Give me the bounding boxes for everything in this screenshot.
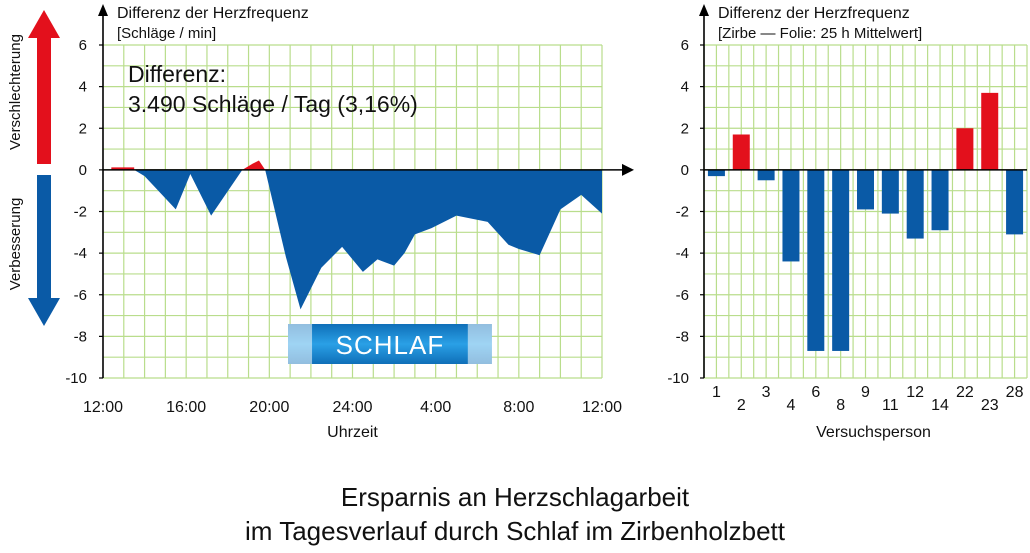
y-tick-label: 6 bbox=[79, 37, 87, 54]
worse-label: Verschlechterung bbox=[7, 34, 24, 150]
y-tick-label: -10 bbox=[667, 370, 689, 387]
x-tick-label: 16:00 bbox=[166, 399, 206, 416]
y-axis-arrow-icon bbox=[98, 4, 108, 16]
sleep-badge-fade-right bbox=[467, 324, 492, 364]
x-axis-label: Versuchsperson bbox=[816, 424, 931, 441]
bar bbox=[906, 169, 924, 239]
area-positive-sliver bbox=[111, 167, 135, 171]
y-tick-label: -6 bbox=[676, 287, 689, 304]
x-category-label: 14 bbox=[931, 397, 949, 414]
bar bbox=[732, 134, 750, 170]
sleep-badge-label: SCHLAF bbox=[336, 330, 445, 360]
y-tick-label: -8 bbox=[74, 328, 87, 345]
y-tick-label: -4 bbox=[74, 245, 87, 262]
y-tick-label: 4 bbox=[681, 79, 689, 96]
bar bbox=[807, 169, 825, 351]
x-category-label: 1 bbox=[712, 384, 721, 401]
chart-title: Differenz der Herzfrequenz bbox=[718, 5, 910, 22]
x-category-label: 3 bbox=[762, 384, 771, 401]
x-category-label: 23 bbox=[981, 397, 999, 414]
x-category-label: 2 bbox=[737, 397, 746, 414]
right-chart: 6420-2-4-6-8-101234689111214222328Versuc… bbox=[667, 4, 1028, 441]
x-tick-label: 24:00 bbox=[332, 399, 372, 416]
worse-arrow-up-icon bbox=[28, 10, 60, 164]
y-axis-arrow-icon bbox=[699, 4, 709, 16]
x-axis-arrow-icon bbox=[622, 163, 634, 176]
y-tick-label: -2 bbox=[676, 204, 689, 221]
better-arrow-down-icon bbox=[28, 175, 60, 326]
bar bbox=[707, 169, 725, 177]
sleep-badge-background bbox=[288, 324, 492, 364]
left-chart: 6 4 2 0 -2 -4 -6 -8 -10 12:00 16:00 20:00 24:00 4:00 8… bbox=[65, 4, 634, 441]
x-tick-label: 20:00 bbox=[249, 399, 289, 416]
chart-title: Differenz der Herzfrequenz bbox=[117, 5, 309, 22]
chart-subtitle: [Schläge / min] bbox=[117, 25, 216, 42]
y-tick-label: -6 bbox=[74, 287, 87, 304]
y-tick-label: 4 bbox=[79, 79, 87, 96]
y-tick-label: -2 bbox=[74, 204, 87, 221]
sleep-badge: SCHLAF bbox=[288, 324, 492, 364]
annotation-line-1: Differenz: bbox=[128, 61, 226, 87]
bar bbox=[931, 169, 949, 231]
x-tick-label: 12:00 bbox=[83, 399, 123, 416]
x-category-label: 8 bbox=[836, 397, 845, 414]
y-tick-label: -10 bbox=[65, 370, 87, 387]
x-category-label: 12 bbox=[906, 384, 924, 401]
y-tick-label: 0 bbox=[79, 162, 87, 179]
x-axis-label: Uhrzeit bbox=[327, 424, 378, 441]
x-category-label: 4 bbox=[787, 397, 796, 414]
bar bbox=[857, 169, 874, 210]
y-tick-label: 2 bbox=[681, 120, 689, 137]
x-category-label: 6 bbox=[811, 384, 820, 401]
bar bbox=[881, 169, 899, 214]
bar bbox=[1006, 169, 1024, 235]
bar bbox=[981, 92, 999, 170]
bar bbox=[832, 169, 850, 351]
x-tick-label: 12:00 bbox=[582, 399, 622, 416]
chart-subtitle: [Zirbe — Folie: 25 h Mittelwert] bbox=[718, 25, 922, 42]
x-category-label: 22 bbox=[956, 384, 974, 401]
bar bbox=[757, 169, 775, 181]
x-tick-label: 8:00 bbox=[503, 399, 534, 416]
area-negative bbox=[113, 169, 602, 310]
improvement-indicator: Verschlechterung Verbesserung bbox=[7, 10, 60, 326]
caption-line-2: im Tagesverlauf durch Schlaf im Zirbenho… bbox=[245, 516, 785, 546]
x-category-label: 9 bbox=[861, 384, 870, 401]
bar bbox=[956, 128, 974, 170]
y-tick-label: 2 bbox=[79, 120, 87, 137]
y-tick-label: 0 bbox=[681, 162, 689, 179]
annotation-line-2: 3.490 Schläge / Tag (3,16%) bbox=[128, 91, 418, 117]
bar bbox=[782, 169, 800, 262]
x-tick-label: 4:00 bbox=[420, 399, 451, 416]
y-tick-label: -4 bbox=[676, 245, 689, 262]
y-tick-label: 6 bbox=[681, 37, 689, 54]
x-category-label: 28 bbox=[1006, 384, 1024, 401]
better-label: Verbesserung bbox=[7, 198, 24, 291]
caption-line-1: Ersparnis an Herzschlagarbeit bbox=[340, 482, 690, 512]
sleep-badge-fade-left bbox=[288, 324, 313, 364]
x-category-label: 11 bbox=[882, 397, 899, 414]
y-tick-label: -8 bbox=[676, 328, 689, 345]
